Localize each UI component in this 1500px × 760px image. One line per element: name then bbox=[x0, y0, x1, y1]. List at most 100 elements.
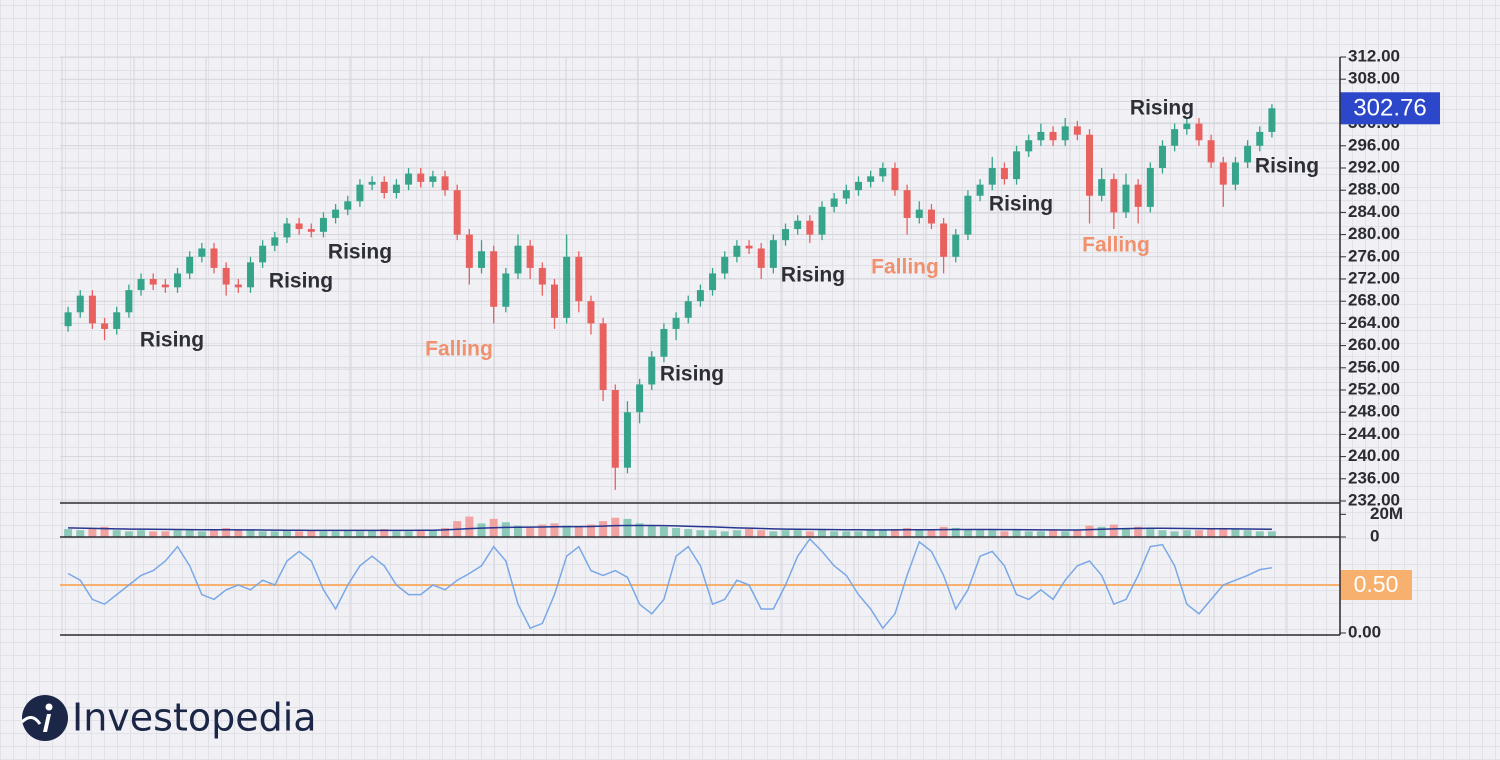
volume-bar bbox=[927, 530, 936, 537]
candle-body bbox=[1061, 126, 1069, 141]
volume-bar bbox=[1134, 526, 1143, 537]
brand: Investopedia bbox=[72, 696, 317, 740]
candle-body bbox=[1231, 162, 1239, 185]
candle-body bbox=[125, 290, 133, 313]
y-tick-label: 252.00 bbox=[1348, 379, 1400, 398]
volume-bar bbox=[1146, 529, 1155, 537]
candle-body bbox=[222, 267, 230, 285]
candle-body bbox=[636, 384, 644, 413]
candle-body bbox=[1183, 123, 1191, 130]
volume-bar bbox=[222, 527, 231, 537]
candle-body bbox=[137, 279, 145, 291]
volume-bar bbox=[781, 530, 790, 537]
volume-bar bbox=[392, 531, 401, 537]
volume-bar bbox=[124, 531, 133, 537]
candle-body bbox=[952, 234, 960, 257]
volume-bar bbox=[368, 530, 377, 537]
volume-bar bbox=[550, 523, 559, 537]
volume-bar bbox=[732, 530, 741, 537]
candle-body bbox=[988, 168, 996, 185]
volume-bar bbox=[842, 531, 851, 537]
volume-bar bbox=[185, 530, 194, 537]
candle-body bbox=[575, 256, 583, 302]
candle-body bbox=[392, 184, 400, 193]
candle-body bbox=[1098, 179, 1106, 196]
candle-body bbox=[356, 184, 364, 202]
candle-body bbox=[88, 295, 96, 324]
candle-body bbox=[903, 190, 911, 218]
annotation: Falling bbox=[1082, 234, 1150, 257]
candle-body bbox=[1158, 145, 1166, 168]
volume-bar bbox=[951, 527, 960, 537]
candle-body bbox=[210, 248, 218, 268]
candle-body bbox=[879, 168, 887, 177]
candle-body bbox=[599, 323, 607, 390]
candle-body bbox=[1073, 126, 1081, 135]
y-tick-label: 268.00 bbox=[1348, 291, 1400, 310]
candle-body bbox=[709, 273, 717, 291]
candle-body bbox=[149, 279, 157, 285]
candle-body bbox=[465, 234, 473, 268]
candle-body bbox=[502, 273, 510, 307]
grid bbox=[60, 56, 1340, 633]
volume-bar bbox=[258, 531, 267, 537]
y-tick-label: 0.00 bbox=[1348, 622, 1381, 641]
candle-body bbox=[295, 223, 303, 230]
candle-body bbox=[1013, 151, 1021, 180]
annotation: Rising bbox=[781, 264, 845, 287]
candle-body bbox=[721, 256, 729, 274]
candle-body bbox=[186, 256, 194, 274]
volume-bar bbox=[599, 521, 608, 537]
volume-bar bbox=[708, 530, 717, 537]
candle-body bbox=[478, 251, 486, 268]
volume-bar bbox=[1097, 526, 1106, 537]
volume-bar bbox=[88, 527, 97, 537]
candle-body bbox=[417, 173, 425, 182]
y-tick-label: 292.00 bbox=[1348, 157, 1400, 176]
volume-bar bbox=[270, 531, 279, 537]
candle-body bbox=[307, 229, 315, 232]
y-tick-label: 236.00 bbox=[1348, 468, 1400, 487]
candle-body bbox=[563, 256, 571, 318]
volume-bar bbox=[76, 530, 85, 537]
y-tick-label: 260.00 bbox=[1348, 335, 1400, 354]
volume-bar bbox=[805, 531, 814, 537]
volume-bar bbox=[307, 530, 316, 537]
candle-body bbox=[976, 184, 984, 196]
candle-body bbox=[745, 245, 753, 249]
annotation: Rising bbox=[1130, 97, 1194, 120]
candle-body bbox=[842, 190, 850, 199]
candle-body bbox=[818, 206, 826, 235]
volume-bar bbox=[818, 530, 826, 537]
y-tick-label: 284.00 bbox=[1348, 202, 1400, 221]
volume-bar bbox=[501, 522, 510, 537]
candle-body bbox=[1110, 179, 1118, 213]
y-tick-label: 272.00 bbox=[1348, 268, 1400, 287]
candle-body bbox=[514, 245, 522, 274]
volume-bar bbox=[197, 531, 206, 537]
candle-body bbox=[526, 245, 534, 268]
volume-bar bbox=[1122, 527, 1130, 537]
candle-body bbox=[1025, 140, 1033, 152]
annotation: Rising bbox=[269, 270, 333, 293]
volume-bar bbox=[355, 531, 364, 537]
candle-body bbox=[174, 273, 182, 288]
candle-body bbox=[405, 173, 413, 185]
candle-body bbox=[587, 301, 595, 324]
volume-bar bbox=[1207, 529, 1216, 537]
candle-body bbox=[344, 201, 352, 210]
y-tick-label: 0 bbox=[1370, 526, 1379, 545]
volume-bar bbox=[878, 530, 887, 537]
candle-body bbox=[429, 176, 437, 182]
volume-bar bbox=[890, 529, 899, 537]
volume-bar bbox=[1255, 531, 1264, 537]
candle-body bbox=[271, 237, 279, 246]
candle-body bbox=[76, 295, 84, 313]
volume-bar bbox=[465, 516, 474, 537]
candle-body bbox=[1134, 184, 1142, 207]
volume-bar bbox=[684, 529, 693, 537]
candle-body bbox=[684, 301, 692, 318]
volume-bar bbox=[1243, 530, 1252, 537]
